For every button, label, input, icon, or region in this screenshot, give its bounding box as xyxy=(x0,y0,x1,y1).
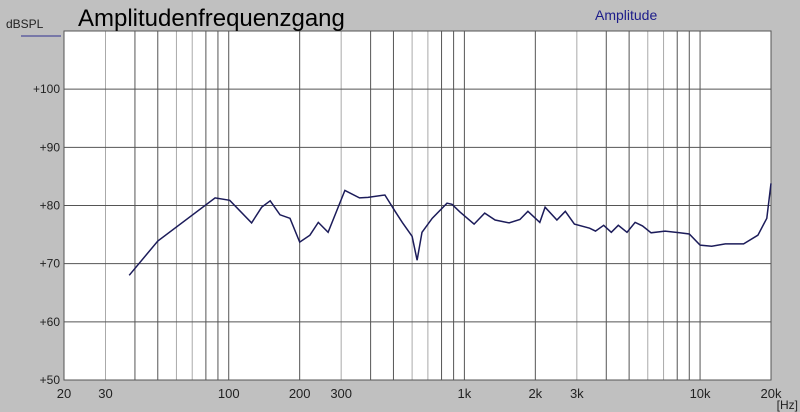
x-tick-label: 300 xyxy=(330,386,352,401)
grid xyxy=(63,30,772,381)
series-line-amplitude xyxy=(128,183,772,276)
y-tick-label: +50 xyxy=(40,373,61,387)
x-tick-label: 1k xyxy=(458,386,472,401)
x-axis-label: [Hz] xyxy=(777,398,798,412)
x-tick-label: 3k xyxy=(570,386,584,401)
x-tick-label: 30 xyxy=(98,386,112,401)
y-axis-label: dBSPL xyxy=(6,17,44,31)
x-tick-label: 20 xyxy=(57,386,71,401)
x-tick-label: 2k xyxy=(528,386,542,401)
x-tick-label: 10k xyxy=(690,386,711,401)
x-tick-label: 100 xyxy=(218,386,240,401)
y-tick-label: +80 xyxy=(40,199,61,213)
plot-border xyxy=(63,30,772,381)
x-tick-label: 20k xyxy=(761,386,782,401)
chart-title: Amplitudenfrequenzgang xyxy=(78,5,345,32)
y-tick-label: +60 xyxy=(40,315,61,329)
y-tick-label: +70 xyxy=(40,257,61,271)
x-tick-label: 200 xyxy=(289,386,311,401)
y-tick-label: +100 xyxy=(33,82,60,96)
y-tick-label: +90 xyxy=(40,140,61,154)
legend-entry-amplitude: Amplitude xyxy=(595,7,657,23)
axis-ticks: 20 30 100 200 300 1k 2k 3k 10k 20k +50 +60 +70 +80 +90… xyxy=(33,82,782,401)
